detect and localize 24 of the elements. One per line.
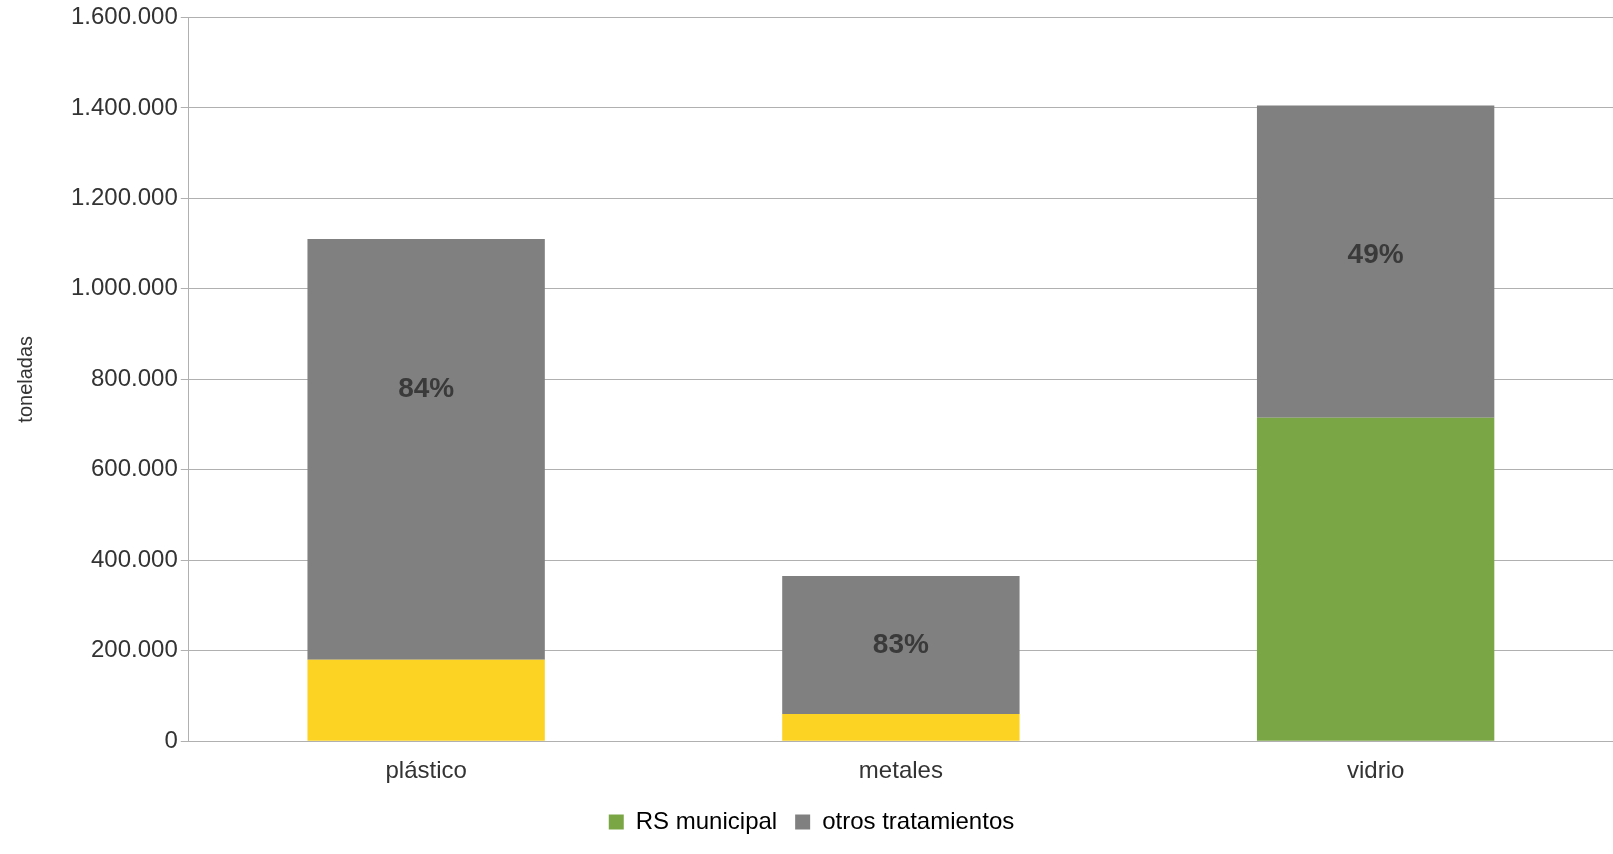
y-tick-label: 400.000: [91, 544, 178, 572]
y-tick-label: 600.000: [91, 454, 178, 482]
bar: [307, 659, 545, 741]
y-tick-label: 1.000.000: [70, 273, 178, 301]
y-tick-label: 1.600.000: [70, 2, 178, 30]
annotation: 83%: [872, 627, 930, 659]
bar: [307, 239, 545, 660]
x-tick-label: metales: [858, 756, 943, 784]
y-tick-label: 1.400.000: [70, 92, 178, 120]
bar: [1256, 105, 1495, 418]
annotation: 49%: [1347, 238, 1404, 270]
y-axis-title: toneladas: [13, 335, 36, 423]
x-tick-label: plástico: [385, 756, 467, 784]
y-tick-label: 200.000: [91, 635, 178, 663]
annotation: 84%: [398, 371, 455, 403]
x-tick-label: vidrio: [1346, 756, 1405, 784]
legend-label: otros tratamientos: [822, 806, 1015, 834]
bar: [782, 576, 1020, 715]
bar: [782, 714, 1020, 741]
legend-label: RS municipal: [635, 806, 778, 834]
bar: [1256, 417, 1495, 741]
y-tick-label: 1.200.000: [70, 182, 178, 210]
y-tick-label: 0: [164, 725, 178, 753]
y-tick-label: 800.000: [91, 363, 178, 391]
